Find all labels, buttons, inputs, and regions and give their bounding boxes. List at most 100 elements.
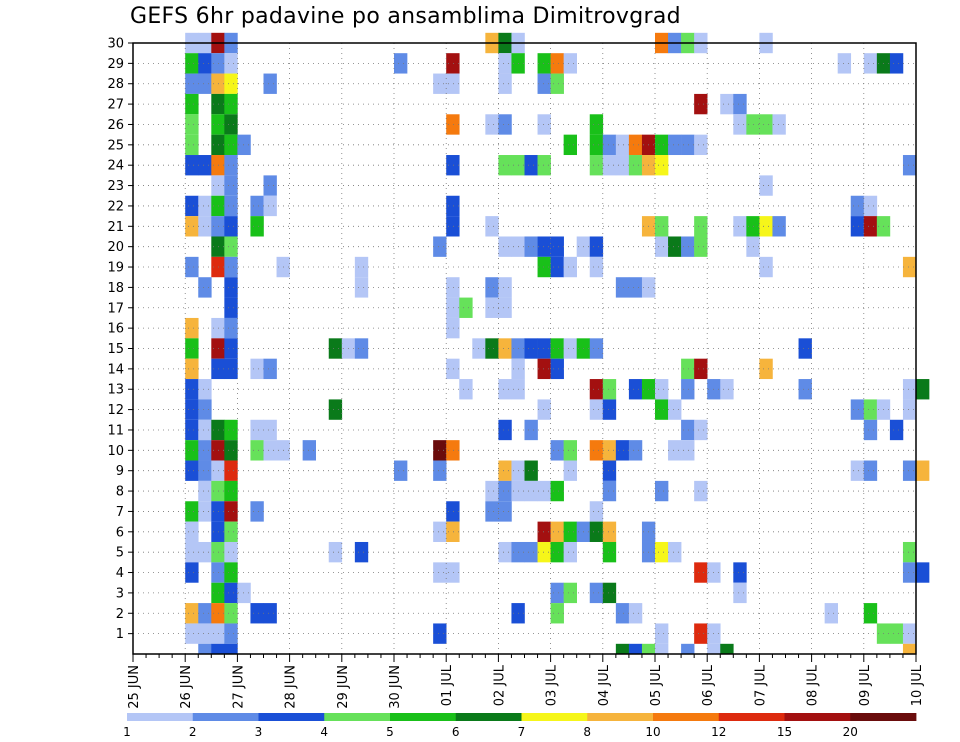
heat-cell (694, 134, 708, 156)
heat-cell (498, 114, 512, 135)
y-tick-label: 16 (107, 322, 124, 337)
heat-cell (198, 216, 212, 237)
heat-cell (211, 623, 225, 644)
heat-cell (211, 175, 225, 196)
heat-cell (394, 53, 408, 74)
heat-cell (224, 358, 238, 380)
heat-cell (485, 216, 499, 237)
legend-label: 4 (320, 725, 328, 739)
heat-cell (211, 521, 225, 542)
legend-label: 2 (189, 725, 197, 739)
heat-cell (498, 277, 512, 298)
heat-cell (902, 399, 917, 420)
heat-cell (198, 541, 212, 563)
heat-cell (185, 440, 199, 461)
y-tick-label: 27 (107, 98, 124, 113)
y-tick-label: 15 (107, 342, 124, 357)
x-tick-label: 03 JUL (545, 664, 560, 706)
heat-cell (224, 623, 238, 644)
heat-cell (550, 338, 564, 359)
heat-cell (889, 623, 904, 644)
heat-cell (550, 358, 564, 380)
y-tick-label: 17 (107, 301, 124, 316)
heat-cell (837, 53, 852, 74)
heat-cell (655, 399, 669, 420)
heat-cell (694, 216, 708, 237)
heat-cell (615, 440, 630, 461)
heat-cell (224, 521, 238, 542)
heat-cell (485, 114, 499, 135)
heat-cell (185, 521, 199, 542)
heat-cell (668, 236, 682, 257)
heat-cell (589, 256, 604, 278)
heat-cell (224, 93, 238, 115)
heat-cell (211, 155, 225, 176)
heat-cell (655, 379, 669, 400)
heat-cell (655, 216, 669, 237)
heat-cell (681, 236, 695, 257)
heat-cell (198, 623, 212, 644)
heat-cell (211, 501, 225, 522)
heat-cell (902, 541, 917, 563)
heat-cell (328, 338, 343, 359)
heat-cell (902, 155, 917, 176)
heat-cell (224, 195, 238, 217)
x-tick-label: 09 JUL (858, 664, 873, 706)
heat-cell (563, 338, 577, 359)
heat-cell (550, 521, 564, 542)
heat-cell (198, 53, 212, 74)
heat-cell (263, 175, 277, 196)
heat-cell (198, 603, 212, 624)
heat-cell (446, 297, 460, 318)
heat-cell (537, 358, 551, 380)
heat-cell (224, 460, 238, 481)
heat-cell (224, 73, 238, 94)
heat-cell (498, 297, 512, 318)
heat-cell (655, 155, 669, 176)
heat-cell (224, 175, 238, 196)
heat-cell (550, 440, 564, 461)
heat-cell (354, 338, 369, 359)
legend-label: 15 (777, 725, 792, 739)
y-tick-label: 13 (107, 383, 124, 398)
heat-cell (224, 541, 238, 563)
heat-cell (524, 236, 538, 257)
heat-cell (589, 399, 604, 420)
heat-cell (641, 643, 656, 654)
heat-cell (224, 236, 238, 257)
heat-cell (198, 277, 212, 298)
axes-layer: 1234567891011121314151617181920212223242… (107, 37, 925, 709)
heat-cell (224, 440, 238, 461)
heat-cell (498, 53, 512, 74)
heat-cell (655, 541, 669, 563)
heat-cell (798, 379, 812, 400)
heat-cell (602, 460, 617, 481)
heat-cell (563, 541, 577, 563)
heat-cell (250, 501, 264, 522)
heat-cell (446, 155, 460, 176)
heat-cell (668, 134, 682, 156)
heat-cell (759, 358, 773, 380)
heat-cell (589, 236, 604, 257)
legend-label: 1 (123, 725, 131, 739)
heat-cell (185, 338, 199, 359)
heat-cell (185, 93, 199, 115)
heat-cell (628, 379, 643, 400)
y-tick-label: 26 (107, 118, 124, 133)
heat-cell (185, 419, 199, 441)
heat-cell (589, 155, 604, 176)
heat-cell (224, 216, 238, 237)
heat-cell (628, 603, 643, 624)
heat-cell (916, 379, 930, 400)
heat-cell (563, 53, 577, 74)
heat-cell (524, 541, 538, 563)
legend-label: 6 (452, 725, 460, 739)
heat-cell (498, 338, 512, 359)
heat-cell (198, 501, 212, 522)
y-tick-label: 23 (107, 179, 124, 194)
heat-cell (681, 134, 695, 156)
heat-cell (537, 73, 551, 94)
y-tick-label: 21 (107, 220, 124, 235)
heat-cell (211, 114, 225, 135)
